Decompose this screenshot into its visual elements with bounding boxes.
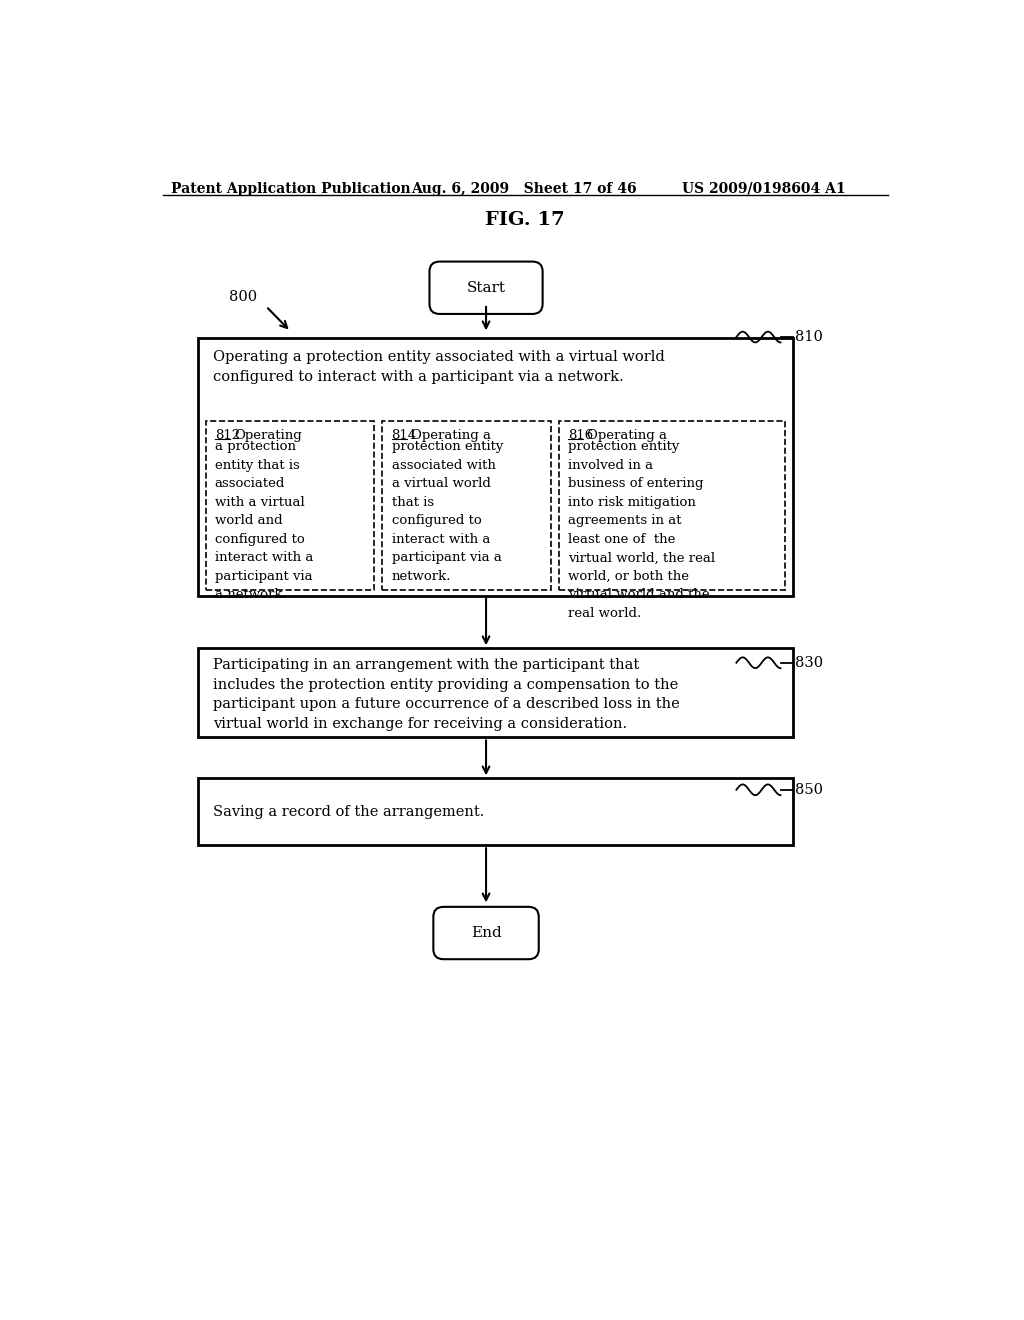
Text: 800: 800 xyxy=(228,290,257,304)
Bar xyxy=(198,338,793,595)
Text: Operating a: Operating a xyxy=(587,429,668,442)
FancyBboxPatch shape xyxy=(429,261,543,314)
Text: 812: 812 xyxy=(215,429,240,442)
Text: Saving a record of the arrangement.: Saving a record of the arrangement. xyxy=(213,805,484,818)
Text: End: End xyxy=(471,927,502,940)
Text: protection entity
associated with
a virtual world
that is
configured to
interact: protection entity associated with a virt… xyxy=(391,441,503,583)
Text: FIG. 17: FIG. 17 xyxy=(485,211,564,228)
Text: Aug. 6, 2009   Sheet 17 of 46: Aug. 6, 2009 Sheet 17 of 46 xyxy=(411,182,637,195)
Bar xyxy=(382,421,551,590)
Text: Patent Application Publication: Patent Application Publication xyxy=(171,182,411,195)
Bar xyxy=(559,421,785,590)
Text: 850: 850 xyxy=(795,783,822,797)
Bar xyxy=(206,421,375,590)
Text: Operating: Operating xyxy=(233,429,302,442)
Text: a protection
entity that is
associated
with a virtual
world and
configured to
in: a protection entity that is associated w… xyxy=(215,441,313,602)
Bar xyxy=(198,648,793,738)
Text: US 2009/0198604 A1: US 2009/0198604 A1 xyxy=(682,182,846,195)
Text: 816: 816 xyxy=(568,429,594,442)
FancyBboxPatch shape xyxy=(433,907,539,960)
Text: Start: Start xyxy=(467,281,506,294)
Bar xyxy=(198,779,793,845)
Text: 830: 830 xyxy=(795,656,822,669)
Text: 810: 810 xyxy=(795,330,822,345)
Text: Participating in an arrangement with the participant that
includes the protectio: Participating in an arrangement with the… xyxy=(213,659,680,731)
Text: protection entity
involved in a
business of entering
into risk mitigation
agreem: protection entity involved in a business… xyxy=(568,441,716,620)
Text: Operating a protection entity associated with a virtual world
configured to inte: Operating a protection entity associated… xyxy=(213,350,665,384)
Text: Operating a: Operating a xyxy=(411,429,490,442)
Text: 814: 814 xyxy=(391,429,417,442)
